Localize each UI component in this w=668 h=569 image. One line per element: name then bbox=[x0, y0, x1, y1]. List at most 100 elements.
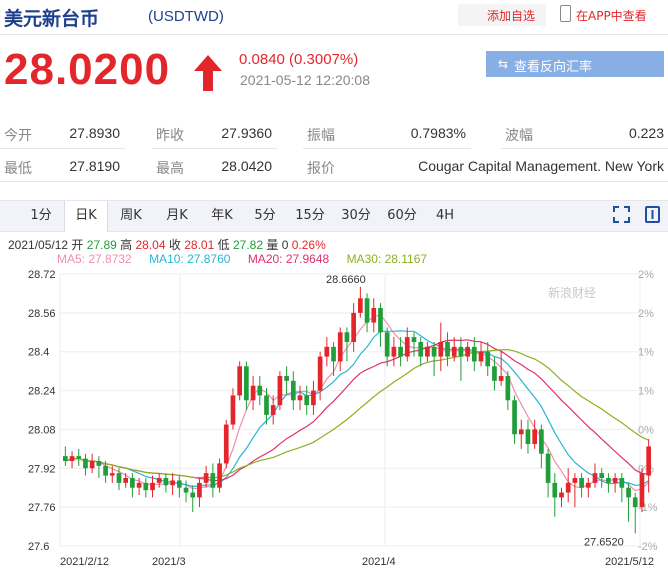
candle[interactable] bbox=[398, 337, 403, 367]
candle[interactable] bbox=[364, 293, 370, 333]
candle[interactable] bbox=[585, 478, 591, 498]
candle[interactable] bbox=[351, 303, 356, 352]
fullscreen-icon[interactable] bbox=[613, 206, 630, 223]
candle[interactable] bbox=[230, 388, 236, 430]
candle[interactable] bbox=[471, 337, 477, 372]
settings-icon[interactable] bbox=[645, 206, 660, 223]
candle[interactable] bbox=[639, 468, 645, 512]
tab-5min[interactable]: 5分 bbox=[254, 208, 276, 223]
candle[interactable] bbox=[123, 473, 129, 488]
candle[interactable] bbox=[498, 351, 504, 386]
candle[interactable] bbox=[431, 342, 437, 376]
candle[interactable] bbox=[183, 480, 189, 503]
candle[interactable] bbox=[465, 342, 470, 362]
candle[interactable] bbox=[505, 371, 511, 410]
candle[interactable] bbox=[156, 473, 162, 488]
candle[interactable] bbox=[136, 478, 142, 495]
candle[interactable] bbox=[626, 482, 631, 522]
candle[interactable] bbox=[89, 453, 95, 474]
tab-weekly-k[interactable]: 周K bbox=[120, 208, 142, 223]
candle[interactable] bbox=[384, 327, 390, 367]
candle[interactable] bbox=[250, 376, 256, 410]
candle[interactable] bbox=[103, 461, 108, 483]
candle[interactable] bbox=[344, 327, 350, 362]
candle[interactable] bbox=[109, 465, 115, 483]
candle[interactable] bbox=[304, 385, 310, 415]
kline-chart[interactable]: 28.72 2%28.56 2%28.4 1%28.24 1%28.08 0%27.92 0… bbox=[0, 268, 668, 568]
candle[interactable] bbox=[116, 468, 122, 491]
candle[interactable] bbox=[391, 337, 397, 367]
candle[interactable] bbox=[358, 286, 363, 318]
tab-yearly-k[interactable]: 年K bbox=[211, 208, 233, 223]
candle[interactable] bbox=[331, 342, 336, 376]
candle[interactable] bbox=[425, 342, 430, 362]
candle[interactable] bbox=[63, 446, 68, 466]
candle[interactable] bbox=[485, 342, 491, 376]
candle[interactable] bbox=[130, 473, 135, 498]
candle[interactable] bbox=[418, 337, 424, 367]
candle[interactable] bbox=[337, 327, 343, 372]
candle[interactable] bbox=[632, 492, 638, 534]
candle[interactable] bbox=[646, 439, 651, 493]
candle[interactable] bbox=[237, 361, 243, 401]
candle[interactable] bbox=[378, 303, 383, 347]
tab-15min[interactable]: 15分 bbox=[295, 208, 325, 223]
candle[interactable] bbox=[176, 475, 182, 498]
candle[interactable] bbox=[163, 473, 169, 493]
tab-30min[interactable]: 30分 bbox=[341, 208, 371, 223]
candle[interactable] bbox=[277, 371, 283, 410]
candle[interactable] bbox=[317, 351, 323, 401]
candle[interactable] bbox=[83, 453, 88, 476]
candle[interactable] bbox=[297, 385, 303, 410]
tab-4h[interactable]: 4H bbox=[435, 208, 455, 223]
view-in-app-link[interactable]: 在APP中查看 bbox=[558, 4, 666, 26]
candle[interactable] bbox=[411, 332, 417, 357]
candle[interactable] bbox=[599, 468, 605, 488]
candle[interactable] bbox=[197, 478, 202, 508]
tab-1min[interactable]: 1分 bbox=[30, 208, 52, 223]
candle[interactable] bbox=[612, 473, 618, 493]
candle[interactable] bbox=[371, 298, 377, 333]
candle[interactable] bbox=[244, 361, 249, 410]
candle[interactable] bbox=[451, 337, 457, 362]
candle[interactable] bbox=[579, 473, 584, 498]
candle[interactable] bbox=[559, 487, 564, 508]
candle[interactable] bbox=[572, 473, 578, 508]
add-favorite-button[interactable]: 添加自选 bbox=[458, 4, 546, 26]
candle[interactable] bbox=[539, 424, 544, 469]
candle[interactable] bbox=[606, 473, 611, 493]
candle[interactable] bbox=[552, 473, 558, 517]
candle[interactable] bbox=[170, 473, 175, 495]
candle[interactable] bbox=[76, 448, 82, 466]
candle[interactable] bbox=[492, 356, 497, 391]
candle[interactable] bbox=[96, 456, 102, 478]
candle[interactable] bbox=[592, 463, 598, 488]
candle[interactable] bbox=[143, 478, 149, 498]
candle[interactable] bbox=[545, 448, 551, 498]
candle[interactable] bbox=[264, 388, 269, 425]
candle[interactable] bbox=[532, 419, 538, 449]
candle[interactable] bbox=[438, 322, 444, 372]
candle[interactable] bbox=[478, 342, 484, 367]
tab-monthly-k[interactable]: 月K bbox=[166, 208, 188, 223]
candle[interactable] bbox=[311, 380, 316, 415]
tab-daily-k[interactable]: 日K bbox=[64, 201, 108, 232]
candle[interactable] bbox=[190, 485, 196, 512]
candle[interactable] bbox=[619, 473, 625, 503]
candle[interactable] bbox=[324, 337, 330, 367]
candle[interactable] bbox=[217, 458, 222, 493]
candle[interactable] bbox=[150, 475, 155, 498]
candle[interactable] bbox=[445, 332, 450, 367]
candle[interactable] bbox=[203, 465, 209, 488]
candle[interactable] bbox=[210, 463, 216, 498]
candle[interactable] bbox=[69, 451, 75, 469]
tab-60min[interactable]: 60分 bbox=[387, 208, 417, 223]
candle[interactable] bbox=[404, 327, 410, 362]
candle[interactable] bbox=[284, 366, 289, 396]
candle[interactable] bbox=[512, 395, 517, 444]
reverse-rate-button[interactable]: ⇆ 查看反向汇率 bbox=[486, 51, 664, 77]
candle[interactable] bbox=[223, 419, 229, 469]
candle[interactable] bbox=[257, 376, 263, 406]
candle[interactable] bbox=[290, 371, 296, 410]
candle[interactable] bbox=[270, 395, 276, 425]
